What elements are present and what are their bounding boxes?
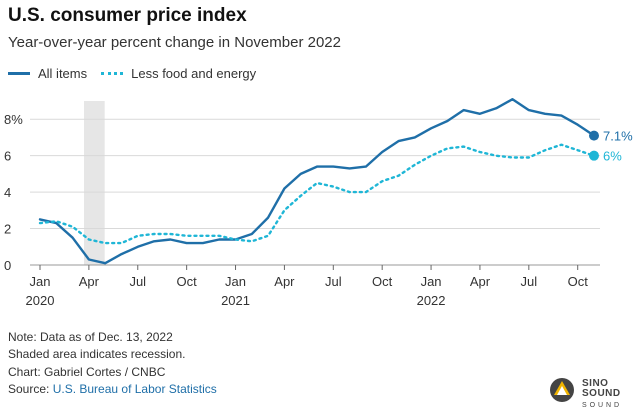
end-point-core <box>589 150 599 161</box>
x-tick-label: Oct <box>372 274 393 289</box>
x-tick-year: 2022 <box>417 293 446 308</box>
series-line-all-items <box>38 97 596 265</box>
legend-label-all-items: All items <box>38 66 88 81</box>
legend-label-core: Less food and energy <box>131 66 257 81</box>
note-data-date: Note: Data as of Dec. 13, 2022 <box>8 330 173 344</box>
end-label-core: 6% <box>603 149 622 164</box>
watermark-logo: SINO SOUND S O U N D <box>546 375 638 409</box>
legend-item-all-items: All items <box>8 66 87 81</box>
logo-text: SINO SOUND S O U N D <box>582 379 638 411</box>
x-tick-label: Oct <box>177 274 198 289</box>
y-tick-label: 0 <box>4 258 11 273</box>
x-tick-label: Jan <box>30 274 51 289</box>
y-tick-label: 4 <box>4 185 11 200</box>
source-link[interactable]: U.S. Bureau of Labor Statistics <box>52 382 217 396</box>
x-tick-label: Apr <box>274 274 295 289</box>
x-tick-label: Jul <box>129 274 146 289</box>
logo-mark-icon <box>550 378 574 402</box>
logo-line1: SINO SOUND <box>582 378 621 399</box>
x-tick-year: 2020 <box>26 293 55 308</box>
legend-swatch-solid <box>8 72 30 75</box>
x-tick-label: Oct <box>568 274 589 289</box>
chart-title: U.S. consumer price index <box>8 5 247 26</box>
source-line: Source: U.S. Bureau of Labor Statistics <box>8 382 217 396</box>
legend-swatch-dotted <box>101 72 124 75</box>
legend-item-core: Less food and energy <box>101 66 256 81</box>
y-tick-label: 2 <box>4 222 11 237</box>
end-label-all-items: 7.1% <box>603 129 633 144</box>
x-tick-label: Apr <box>470 274 491 289</box>
chart-credit: Chart: Gabriel Cortes / CNBC <box>8 365 166 379</box>
series-line-core <box>38 143 596 245</box>
y-tick-label: 6 <box>4 149 11 164</box>
recession-shade <box>83 101 105 265</box>
x-tick-label: Jul <box>521 274 538 289</box>
chart-subtitle: Year-over-year percent change in Novembe… <box>8 34 341 51</box>
x-tick-label: Jan <box>225 274 246 289</box>
y-tick-label: 8% <box>4 112 23 127</box>
logo-line2: S O U N D <box>582 402 620 409</box>
legend: All items Less food and energy <box>8 66 270 81</box>
note-recession: Shaded area indicates recession. <box>8 347 186 361</box>
x-tick-label: Apr <box>79 274 100 289</box>
x-tick-label: Jul <box>325 274 342 289</box>
end-point-all-items <box>589 130 599 141</box>
source-prefix: Source: <box>8 382 53 396</box>
x-tick-label: Jan <box>421 274 442 289</box>
x-tick-year: 2021 <box>221 293 250 308</box>
